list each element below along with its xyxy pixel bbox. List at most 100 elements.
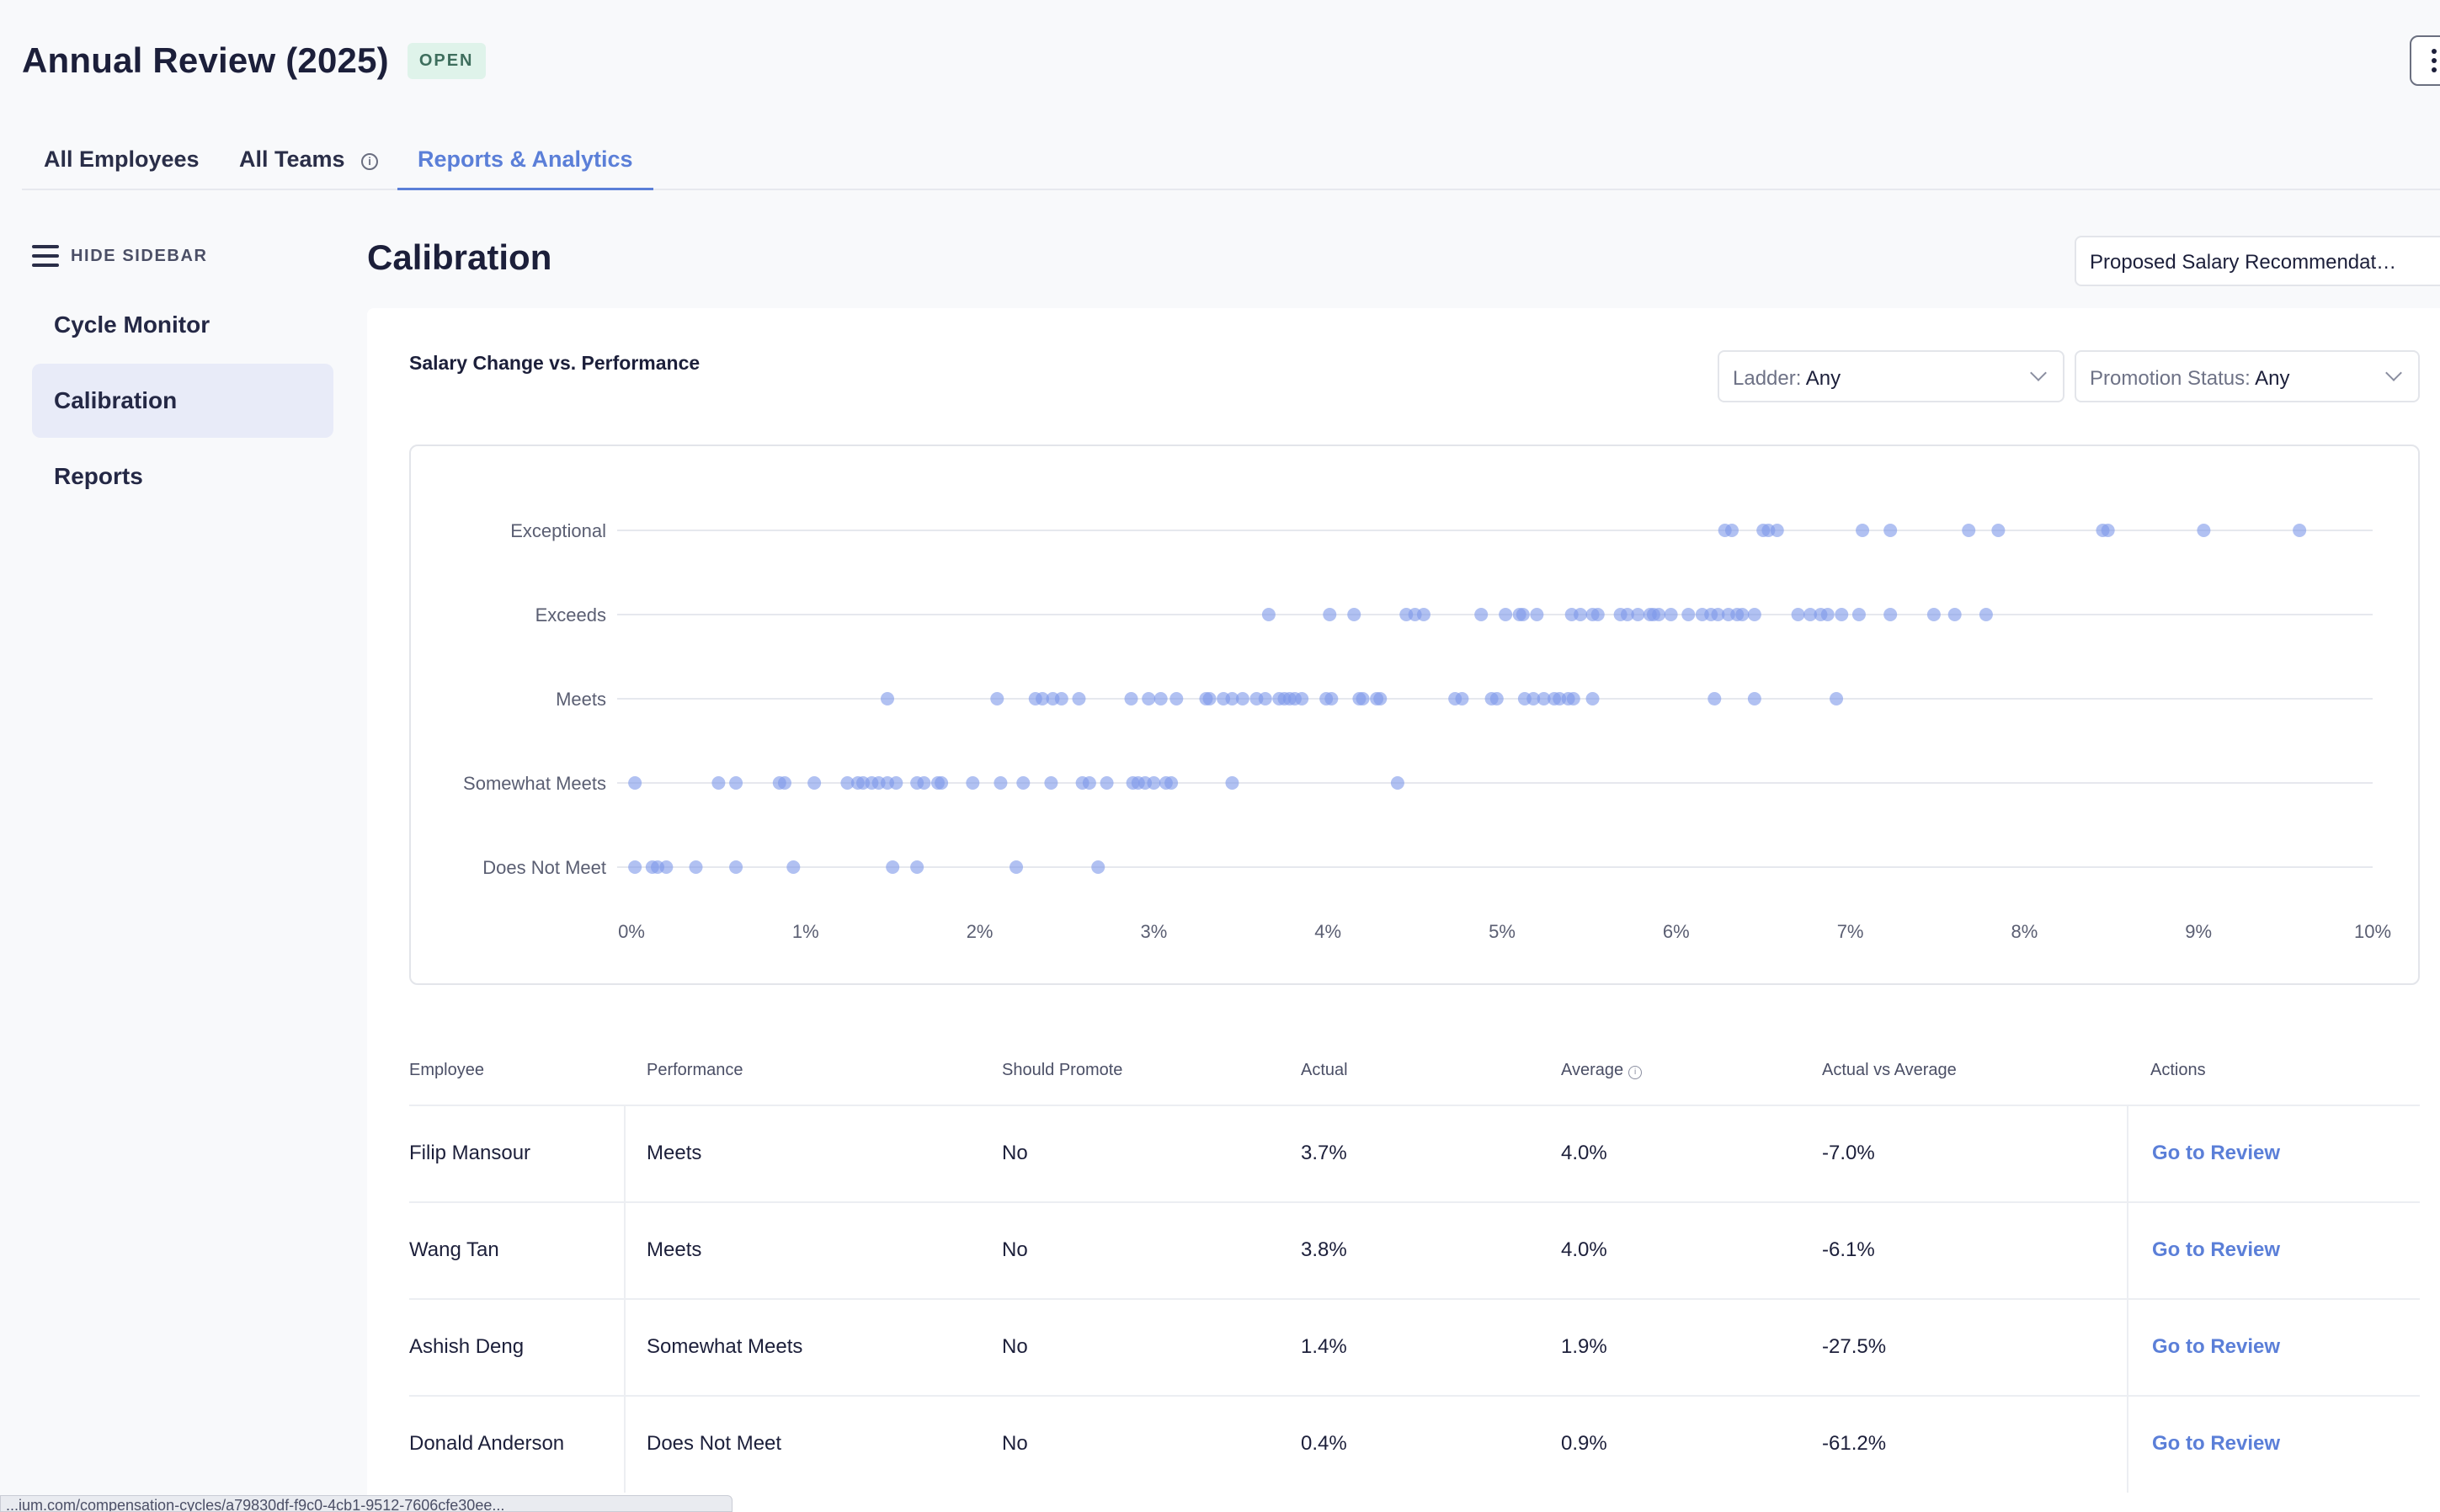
sidebar-item-label: Reports <box>54 463 143 489</box>
data-point <box>1516 608 1530 621</box>
calibration-card <box>367 308 2440 1512</box>
data-point <box>1225 776 1239 790</box>
data-point <box>1747 692 1761 705</box>
sidebar-item-label: Cycle Monitor <box>54 311 210 338</box>
data-point <box>1830 692 1844 705</box>
data-point <box>1416 608 1430 621</box>
data-point <box>628 776 642 790</box>
data-point <box>1652 608 1666 621</box>
go-to-review-link[interactable]: Go to Review <box>2152 1432 2281 1455</box>
data-point <box>1202 692 1217 705</box>
data-point <box>777 776 791 790</box>
sidebar-item-calibration[interactable]: Calibration <box>32 364 333 438</box>
hide-sidebar-button[interactable]: HIDE SIDEBAR <box>32 236 335 276</box>
tab-reports-analytics[interactable]: Reports & Analytics <box>397 146 653 190</box>
tab-all-teams[interactable]: All Teams i <box>239 146 379 190</box>
data-point <box>1856 524 1870 537</box>
sidebar: HIDE SIDEBAR Cycle Monitor Calibration R… <box>32 236 335 514</box>
column-divider <box>624 1397 626 1493</box>
data-point <box>1530 608 1544 621</box>
data-point <box>1803 608 1818 621</box>
data-point <box>1390 776 1404 790</box>
data-point <box>1036 692 1050 705</box>
data-point <box>994 776 1008 790</box>
data-point <box>1835 608 1849 621</box>
employee-cell: Filip Mansour <box>409 1142 531 1164</box>
data-point <box>1747 608 1761 621</box>
should-promote-cell: No <box>1002 1432 1028 1455</box>
x-tick-label: 4% <box>1314 921 1341 942</box>
average-cell: 0.9% <box>1561 1432 1607 1455</box>
data-point <box>1010 860 1024 874</box>
data-point <box>1585 692 1600 705</box>
data-point <box>1820 608 1835 621</box>
data-point <box>1620 608 1634 621</box>
info-icon[interactable]: i <box>361 153 379 170</box>
data-point <box>1124 692 1138 705</box>
performance-cell: Somewhat Meets <box>647 1335 803 1358</box>
info-icon[interactable]: i <box>1628 1066 1643 1079</box>
employee-cell: Wang Tan <box>409 1238 499 1261</box>
data-point <box>1947 608 1962 621</box>
column-divider <box>2127 1300 2128 1396</box>
go-to-review-link[interactable]: Go to Review <box>2152 1142 2281 1164</box>
data-point <box>1574 608 1588 621</box>
more-options-button[interactable] <box>2410 35 2440 86</box>
actual-vs-average-cell: -27.5% <box>1822 1335 1887 1358</box>
data-point <box>1681 608 1696 621</box>
data-point <box>1044 776 1058 790</box>
column-header-actions: Actions <box>2150 1061 2206 1079</box>
data-point <box>659 860 674 874</box>
scatter-chart-svg: Exceptional Exceeds Meets Somewhat Meets Doe… <box>463 520 2391 942</box>
tab-label: Reports & Analytics <box>418 146 633 172</box>
promotion-status-filter[interactable]: Promotion Status: Any <box>2075 350 2420 402</box>
data-point <box>1324 692 1339 705</box>
sidebar-item-reports[interactable]: Reports <box>32 439 333 514</box>
column-divider <box>624 1300 626 1396</box>
data-point <box>1373 692 1388 705</box>
data-point <box>1054 692 1068 705</box>
actual-vs-average-cell: -6.1% <box>1822 1238 1875 1261</box>
data-point <box>2197 524 2211 537</box>
chevron-down-icon <box>2385 365 2402 381</box>
data-point <box>917 776 931 790</box>
go-to-review-link[interactable]: Go to Review <box>2152 1238 2281 1261</box>
tab-label: All Employees <box>44 146 200 172</box>
column-divider <box>2127 1106 2128 1202</box>
data-point <box>1883 608 1898 621</box>
actual-cell: 0.4% <box>1301 1432 1347 1455</box>
metric-select[interactable]: Proposed Salary Recommendat… <box>2075 236 2440 286</box>
column-divider <box>2127 1203 2128 1299</box>
data-point <box>1169 692 1184 705</box>
data-point <box>729 860 743 874</box>
data-point <box>1979 608 1993 621</box>
sidebar-item-cycle-monitor[interactable]: Cycle Monitor <box>32 288 333 362</box>
should-promote-cell: No <box>1002 1142 1028 1164</box>
employee-cell: Donald Anderson <box>409 1432 565 1455</box>
data-point <box>1072 692 1086 705</box>
filter-value: Any <box>1805 367 1841 390</box>
data-point <box>1851 608 1866 621</box>
tab-all-employees[interactable]: All Employees <box>44 146 200 190</box>
data-point <box>1926 608 1941 621</box>
table-row: Donald Anderson Does Not Meet No 0.4% 0.… <box>409 1395 2420 1493</box>
data-point <box>1455 692 1469 705</box>
column-header-average: Average i <box>1561 1061 1643 1080</box>
data-point <box>1153 692 1168 705</box>
go-to-review-link[interactable]: Go to Review <box>2152 1335 2281 1358</box>
performance-cell: Does Not Meet <box>647 1432 782 1455</box>
data-point <box>966 776 980 790</box>
data-point <box>910 860 924 874</box>
column-header-actual: Actual <box>1301 1061 1348 1079</box>
more-vertical-icon <box>2432 49 2437 77</box>
table-row: Ashish Deng Somewhat Meets No 1.4% 1.9% … <box>409 1298 2420 1396</box>
data-point <box>840 776 855 790</box>
data-point <box>1082 776 1096 790</box>
data-point <box>990 692 1004 705</box>
ladder-filter[interactable]: Ladder: Any <box>1718 350 2064 402</box>
data-point <box>1356 692 1370 705</box>
filter-value: Any <box>2255 367 2290 390</box>
column-header-performance: Performance <box>647 1061 743 1079</box>
chevron-down-icon <box>2030 365 2047 381</box>
data-point <box>2101 524 2115 537</box>
